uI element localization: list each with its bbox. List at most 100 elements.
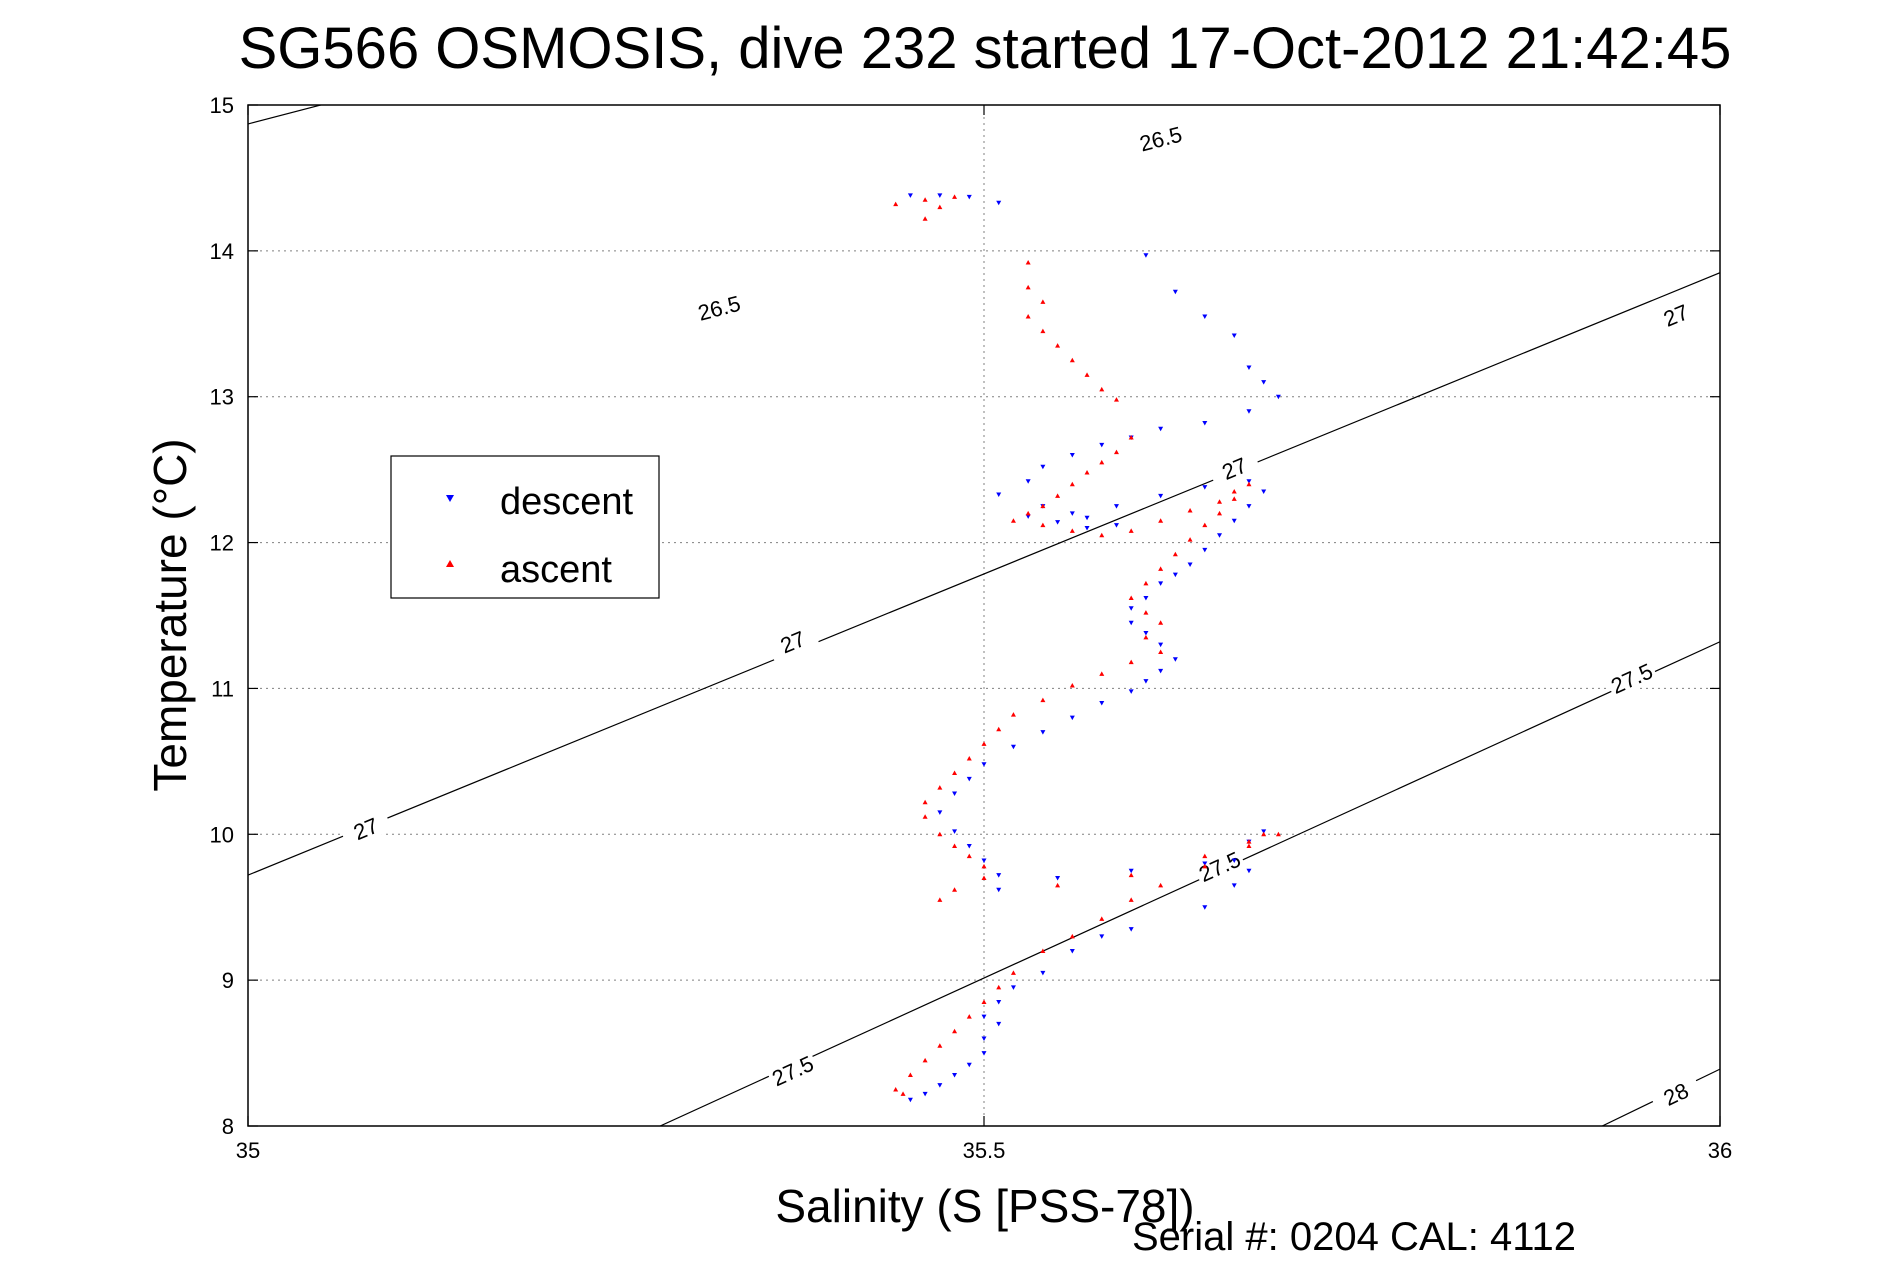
descent-point — [1261, 489, 1267, 495]
descent-point — [1172, 289, 1178, 295]
ascent-point — [1040, 697, 1046, 703]
ascent-point — [952, 770, 958, 776]
ascent-point — [1187, 537, 1193, 542]
contour-line-27-5 — [659, 641, 1720, 1126]
ascent-point — [907, 1072, 913, 1077]
descent-point — [1128, 689, 1134, 694]
y-tick-label: 15 — [210, 93, 234, 118]
y-tick-label: 14 — [210, 239, 234, 264]
ascent-point — [1217, 510, 1223, 516]
ascent-point — [1158, 518, 1164, 523]
ascent-point — [1158, 566, 1164, 571]
ascent-point — [937, 897, 943, 902]
descent-point — [1202, 547, 1208, 553]
y-tick-label: 12 — [210, 531, 234, 556]
contour-label-bg — [1648, 1070, 1703, 1116]
ascent-point — [1202, 522, 1208, 528]
legend-box — [390, 455, 660, 599]
descent-point — [1158, 493, 1164, 499]
contour-label-bg — [1648, 292, 1703, 336]
descent-point — [1128, 620, 1134, 626]
descent-point — [937, 810, 943, 815]
ascent-point — [922, 814, 928, 819]
ascent-point — [937, 204, 943, 210]
ascent-point — [952, 843, 958, 848]
descent-point — [1099, 701, 1105, 706]
series-descent — [907, 193, 1281, 1103]
descent-point — [1069, 453, 1075, 458]
y-tick-label: 8 — [222, 1114, 234, 1139]
descent-point — [1202, 861, 1208, 866]
descent-point — [966, 1062, 972, 1068]
descent-point — [1055, 876, 1061, 881]
ascent-point — [1143, 610, 1149, 615]
x-tick-label: 35 — [236, 1138, 260, 1163]
ascent-point — [1246, 481, 1252, 487]
ascent-point — [1025, 313, 1031, 319]
descent-point — [1099, 442, 1105, 448]
series-ascent — [893, 194, 1281, 1096]
legend-label-descent: descent — [500, 481, 634, 523]
descent-point — [966, 843, 972, 849]
descent-point — [1275, 394, 1281, 400]
ascent-point — [1069, 357, 1075, 363]
descent-point — [1113, 504, 1119, 509]
contour-label-bg — [1191, 843, 1247, 888]
ascent-point — [1202, 853, 1208, 859]
ascent-point — [966, 853, 972, 859]
descent-point — [1217, 533, 1223, 538]
ascent-point — [1128, 872, 1134, 878]
descent-point — [981, 858, 987, 864]
ascent-point — [1010, 970, 1016, 975]
ascent-point — [1275, 831, 1281, 837]
y-tick-label: 10 — [210, 822, 234, 847]
contour-label-bg — [1206, 446, 1261, 489]
contour-label-bg — [765, 619, 820, 662]
descent-point — [1010, 985, 1016, 990]
ascent-point — [1217, 499, 1223, 504]
descent-point — [1143, 253, 1149, 258]
ascent-point — [1099, 532, 1105, 538]
descent-point — [1158, 668, 1164, 674]
ascent-point — [1143, 580, 1149, 586]
descent-point — [981, 1014, 987, 1020]
ascent-point — [996, 984, 1002, 990]
descent-point — [1128, 868, 1134, 874]
footer-serial-cal: Serial #: 0204 CAL: 4112 — [1132, 1215, 1576, 1259]
ascent-point — [1128, 435, 1134, 440]
axis-ticks: 35 35.5 36 8 9 10 11 12 13 14 15 — [210, 93, 1733, 1163]
ascent-point — [937, 831, 943, 837]
ascent-point — [1055, 493, 1061, 498]
ascent-point — [1128, 595, 1134, 600]
y-axis-label: Temperature (°C) — [144, 438, 196, 791]
ascent-point — [1143, 634, 1149, 640]
descent-point — [1202, 420, 1208, 426]
ascent-point — [1099, 916, 1105, 921]
ascent-point — [1010, 712, 1016, 717]
ascent-point — [1128, 897, 1134, 902]
descent-point — [1128, 927, 1134, 932]
ascent-point — [966, 755, 972, 761]
ascent-point — [900, 1091, 906, 1096]
descent-point — [1099, 934, 1105, 939]
ascent-point — [1099, 386, 1105, 392]
descent-point — [996, 873, 1002, 878]
descent-point — [1246, 479, 1252, 484]
y-tick-label: 11 — [211, 676, 234, 701]
x-axis-label: Salinity (S [PSS-78]) — [775, 1180, 1194, 1232]
descent-point — [1069, 715, 1075, 721]
ascent-point — [893, 201, 899, 207]
legend: descent ascent — [390, 455, 660, 599]
descent-point — [1143, 595, 1149, 601]
descent-point — [1231, 858, 1237, 864]
ascent-point — [1128, 659, 1134, 665]
ascent-point — [922, 197, 928, 202]
ascent-point — [1040, 328, 1046, 334]
ascent-point — [1010, 518, 1016, 523]
ascent-point — [1084, 470, 1090, 475]
ascent-point — [1084, 372, 1090, 377]
descent-point — [1172, 572, 1178, 578]
ascent-point — [1187, 507, 1193, 513]
